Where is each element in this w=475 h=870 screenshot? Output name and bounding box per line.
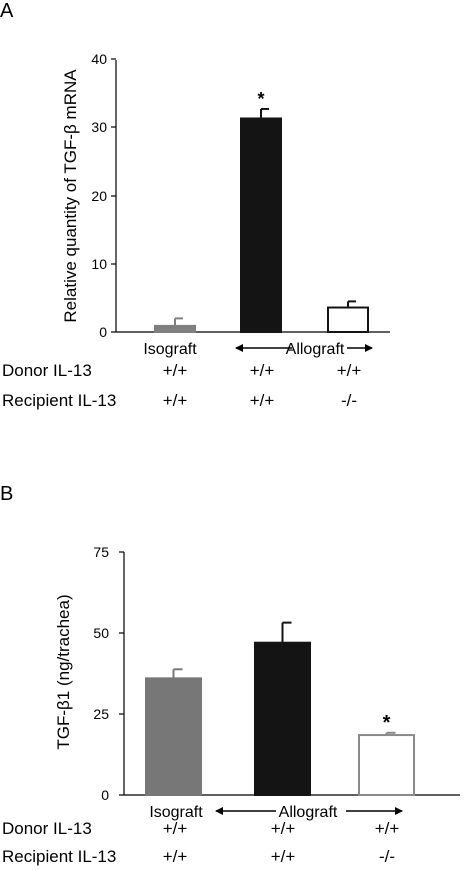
genotype-value: +/+ [163, 819, 188, 838]
y-axis-label: TGF-β1 (ng/trachea) [54, 594, 73, 749]
genotype-row-label: Recipient IL-13 [2, 391, 116, 410]
y-tick-label: 75 [93, 544, 109, 560]
bar [154, 324, 196, 334]
genotype-value: +/+ [250, 361, 275, 380]
genotype-row-label: Donor IL-13 [2, 819, 92, 838]
genotype-value: +/+ [163, 361, 188, 380]
panel-label: B [0, 483, 13, 505]
genotype-value: -/- [379, 847, 395, 866]
group-label-isograft: Isograft [143, 341, 197, 358]
significance-marker: * [383, 712, 391, 734]
bar [145, 677, 202, 796]
genotype-row-label: Recipient IL-13 [2, 847, 116, 866]
bar [240, 117, 282, 334]
y-tick-label: 0 [101, 787, 109, 803]
y-tick-label: 0 [99, 324, 107, 340]
genotype-value: +/+ [271, 819, 296, 838]
genotype-value: -/- [341, 391, 357, 410]
bar [254, 641, 311, 796]
y-tick-label: 20 [91, 188, 107, 204]
genotype-value: +/+ [271, 847, 296, 866]
y-tick-label: 40 [91, 51, 107, 67]
genotype-value: +/+ [163, 847, 188, 866]
group-label-allograft: Allograft [286, 341, 345, 358]
group-label-allograft: Allograft [279, 804, 338, 821]
genotype-value: +/+ [375, 819, 400, 838]
y-tick-label: 50 [93, 625, 109, 641]
y-tick-label: 10 [91, 256, 107, 272]
group-label-isograft: Isograft [149, 804, 203, 821]
y-axis-label: Relative quantity of TGF-β mRNA [61, 69, 80, 323]
genotype-value: +/+ [163, 391, 188, 410]
genotype-value: +/+ [250, 391, 275, 410]
genotype-value: +/+ [337, 361, 362, 380]
significance-marker: * [257, 89, 264, 109]
y-tick-label: 25 [93, 706, 109, 722]
y-tick-label: 30 [91, 119, 107, 135]
bar [358, 734, 415, 796]
panel-label: A [0, 0, 14, 22]
bar [327, 306, 369, 333]
genotype-row-label: Donor IL-13 [2, 361, 92, 380]
